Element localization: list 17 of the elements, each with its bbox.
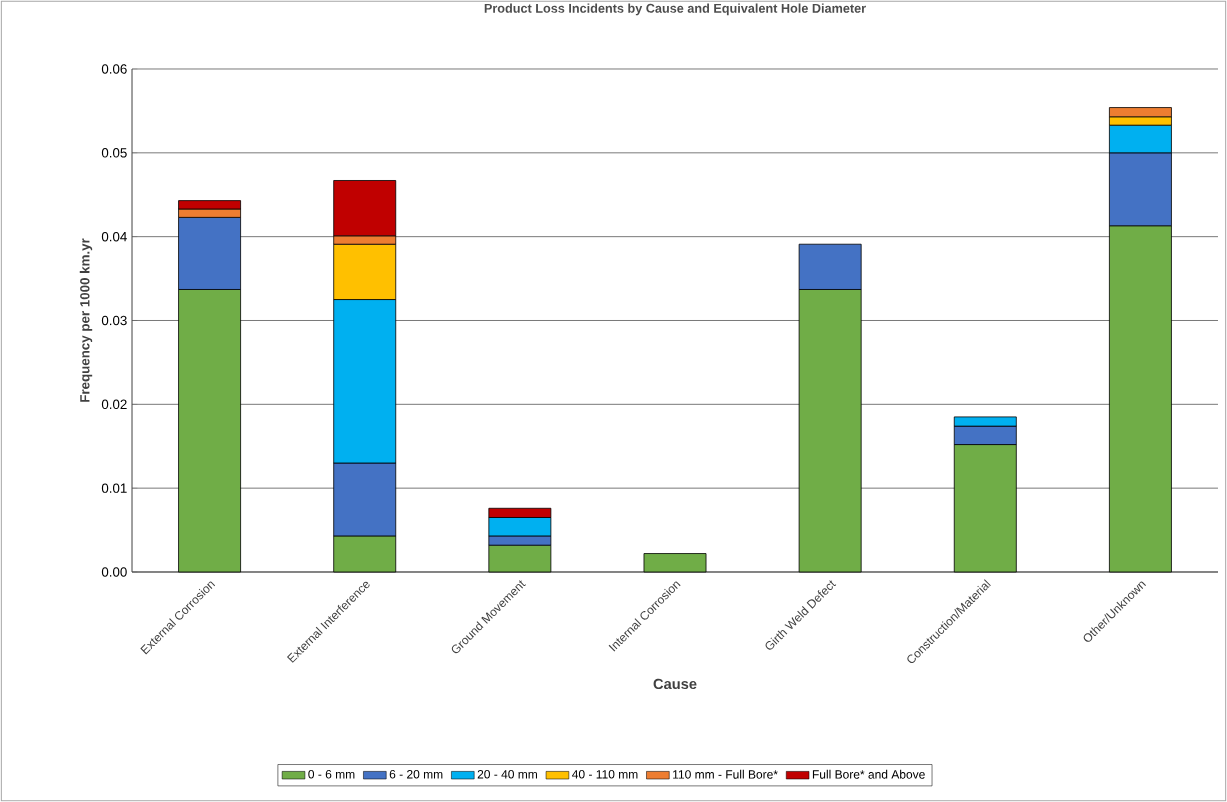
- y-tick-label: 0.00: [101, 567, 127, 577]
- legend-label: 0 - 6 mm: [308, 770, 355, 779]
- legend-label: 20 - 40 mm: [477, 770, 537, 779]
- x-axis-title: Cause: [653, 678, 697, 690]
- legend-label: 40 - 110 mm: [572, 770, 638, 779]
- legend-label: 6 - 20 mm: [389, 770, 443, 779]
- y-tick-label: 0.01: [101, 483, 127, 493]
- legend-label: 110 mm - Full Bore*: [673, 769, 778, 779]
- y-tick-label: 0.04: [101, 231, 127, 242]
- y-axis-title: Frequency per 1000 km.yr: [79, 238, 93, 402]
- legend-label: Full Bore* and Above: [812, 769, 925, 779]
- y-tick-label: 0.05: [101, 148, 127, 158]
- bar: [643, 553, 707, 573]
- y-tick-label: 0.02: [101, 399, 127, 410]
- y-tick-label: 0.06: [101, 64, 127, 74]
- chart-title: Product Loss Incidents by Cause and Equivalent Hole Diameter: [484, 3, 866, 16]
- y-tick-label: 0.03: [101, 315, 127, 326]
